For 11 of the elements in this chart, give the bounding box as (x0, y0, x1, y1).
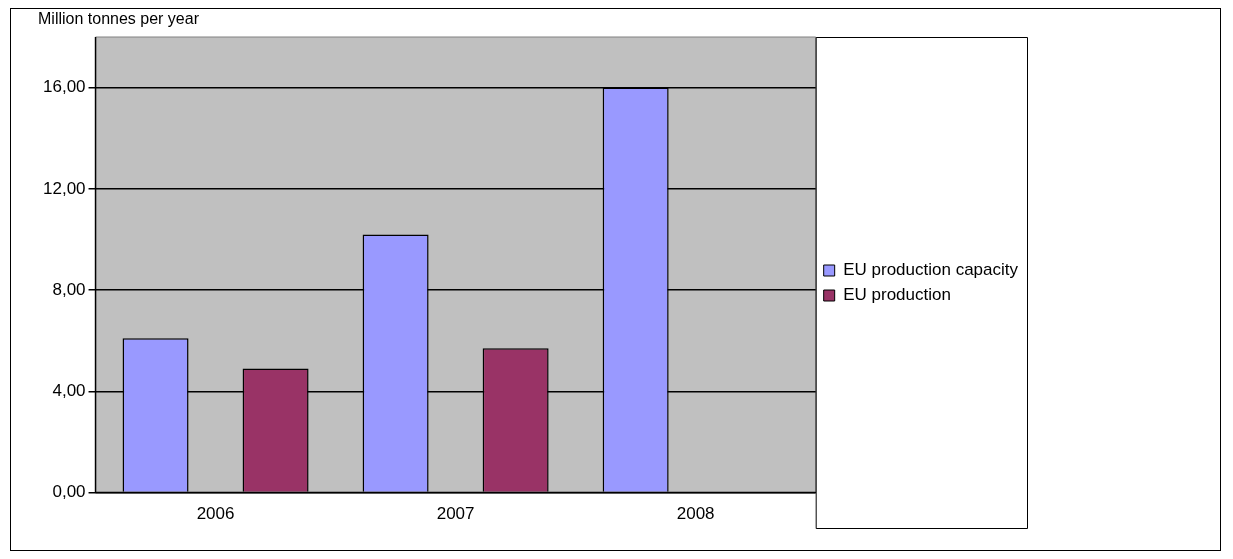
y-tick-label: 8,00 (52, 279, 86, 299)
y-tick-label: 12,00 (42, 178, 86, 198)
y-tick-label: 0,00 (52, 482, 86, 502)
y-tick-label: 4,00 (52, 381, 86, 401)
x-tick-label: 2008 (676, 504, 715, 524)
legend-label: EU production (843, 285, 951, 305)
legend-label: EU production capacity (843, 260, 1019, 280)
y-tick-label: 16,00 (42, 77, 86, 97)
x-tick-label: 2007 (436, 504, 475, 524)
x-tick-label: 2006 (196, 504, 235, 524)
y-axis-title: Million tonnes per year (38, 10, 200, 28)
